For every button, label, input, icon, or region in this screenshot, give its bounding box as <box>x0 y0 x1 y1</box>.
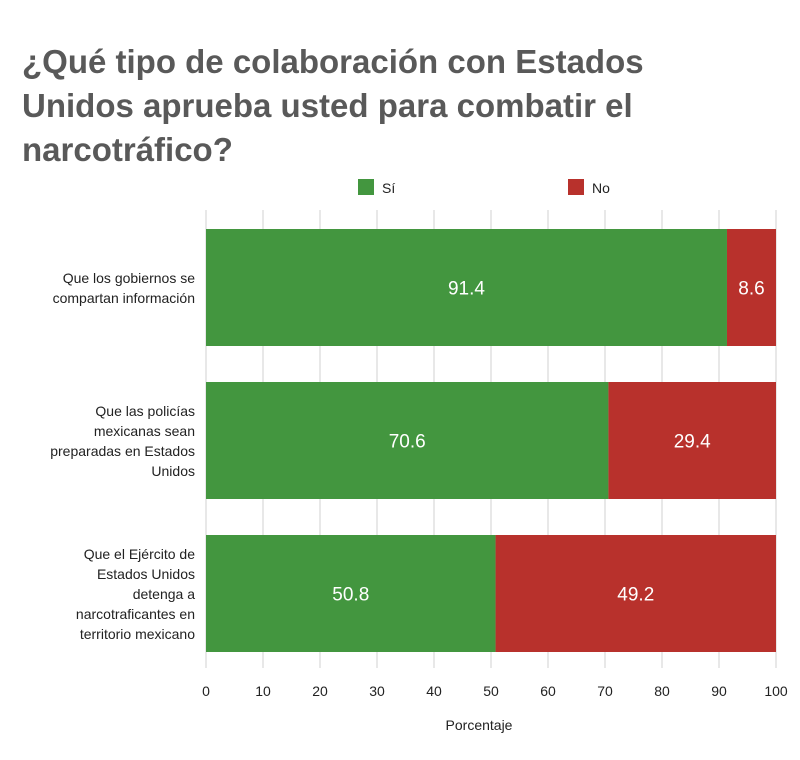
legend-swatch-no <box>568 179 584 195</box>
x-tick-label-1: 10 <box>255 683 271 699</box>
x-tick-label-3: 30 <box>369 683 385 699</box>
data-label-si-2: 50.8 <box>332 585 369 606</box>
bar-no-0 <box>726 229 776 346</box>
bar-si-0 <box>206 229 727 346</box>
category-label-0: Que los gobiernos se compartan informació… <box>52 269 195 306</box>
x-tick-label-10: 100 <box>764 683 788 699</box>
bar-no-1 <box>608 382 776 499</box>
x-axis-title: Porcentaje <box>446 717 513 733</box>
chart-title: ¿Qué tipo de colaboración con Estados Un… <box>22 43 644 168</box>
legend-swatch-si <box>358 179 374 195</box>
bar-si-2 <box>206 535 496 652</box>
x-axis: 0 10 20 30 40 50 60 70 80 90 100 Porcentaje <box>202 683 788 733</box>
data-label-si-0: 91.4 <box>448 279 485 300</box>
x-tick-label-8: 80 <box>654 683 670 699</box>
data-label-no-2: 49.2 <box>617 585 654 606</box>
data-label-si-1: 70.6 <box>389 432 426 453</box>
x-tick-label-2: 20 <box>312 683 328 699</box>
category-label-1: Que las policías mexicanas sean preparadas… <box>50 402 195 479</box>
legend: Sí No <box>358 179 610 196</box>
data-label-no-1: 29.4 <box>674 432 711 453</box>
legend-label-no: No <box>592 180 610 196</box>
x-tick-label-4: 40 <box>426 683 442 699</box>
data-label-no-0: 8.6 <box>738 279 764 300</box>
bar-no-2 <box>495 535 776 652</box>
x-tick-label-9: 90 <box>711 683 727 699</box>
category-label-2: Que el Ejército de Estados Unidos detenga … <box>75 545 195 642</box>
x-tick-label-7: 70 <box>597 683 613 699</box>
legend-label-si: Sí <box>382 180 395 196</box>
x-tick-label-6: 60 <box>540 683 556 699</box>
bars: 91.4 8.6 70.6 29.4 50.8 49.2 <box>206 229 776 652</box>
x-tick-label-5: 50 <box>483 683 499 699</box>
bar-si-1 <box>206 382 609 499</box>
x-tick-label-0: 0 <box>202 683 210 699</box>
